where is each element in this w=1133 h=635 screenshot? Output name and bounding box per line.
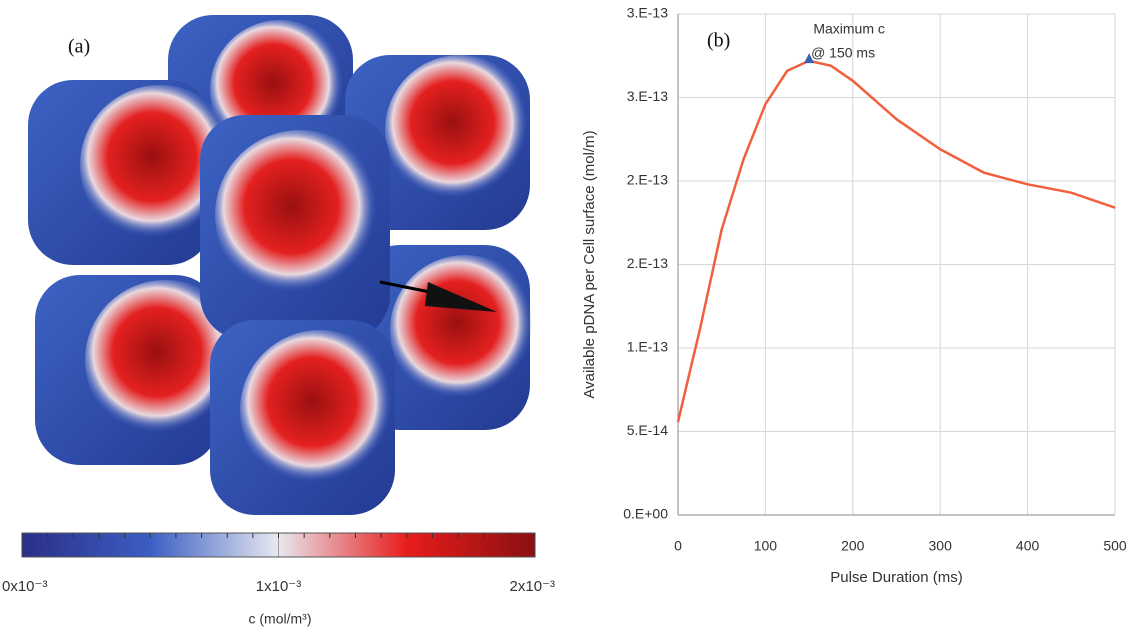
colorbar-tick-label: 1x10⁻³ [256,578,301,595]
arrow [379,280,431,294]
x-tick-label: 300 [929,538,953,554]
y-tick-label: 2.E-13 [627,255,668,271]
annotation: @ 150 ms [811,45,875,61]
x-tick-label: 200 [841,538,865,554]
cube [345,55,535,230]
panel-label: (b) [707,30,730,52]
y-tick-label: 0.E+00 [623,506,668,522]
x-tick-label: 400 [1016,538,1040,554]
annotation: Maximum c [813,21,885,37]
x-axis-label: Pulse Duration (ms) [830,569,963,586]
x-tick-label: 100 [754,538,778,554]
max-marker [804,53,815,64]
panel-label: (a) [68,36,90,58]
y-axis-label: Available pDNA per Cell surface (mol/m) [581,130,598,398]
y-tick-label: 3.E-13 [627,5,668,21]
colorbar-tick-label: 2x10⁻³ [510,578,555,595]
cube [200,115,390,340]
cube-rendering [28,15,540,515]
cube [35,275,245,465]
cube [210,320,400,515]
x-tick-label: 0 [674,538,682,554]
y-tick-label: 3.E-13 [627,88,668,104]
y-tick-label: 1.E-13 [627,339,668,355]
x-tick-label: 500 [1103,538,1127,554]
line-series [676,59,1116,423]
arrow-head [425,282,497,312]
colorbar-tick-label: 0x10⁻³ [2,578,47,595]
y-tick-label: 5.E-14 [627,422,668,438]
colorbar-title: c (mol/m³) [249,611,312,627]
y-tick-label: 2.E-13 [627,172,668,188]
